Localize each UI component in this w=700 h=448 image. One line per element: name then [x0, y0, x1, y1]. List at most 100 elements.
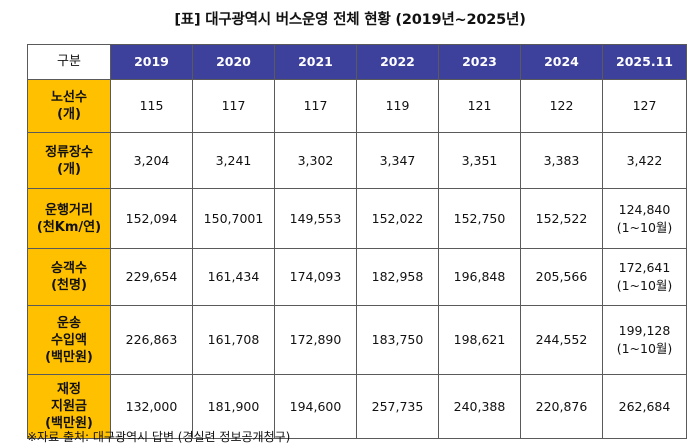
table-cell: 115	[110, 79, 193, 133]
cell-value-line: 199,128	[618, 323, 671, 338]
cell-value-line: 198,621	[453, 332, 506, 347]
table-cell: 240,388	[438, 374, 521, 439]
cell-value-line: 196,848	[453, 269, 506, 284]
cell-value-line: 3,241	[215, 152, 252, 168]
cell-value-line: 262,684	[618, 398, 671, 414]
cell-value-line: 220,876	[535, 398, 588, 414]
corner-header: 구분	[27, 44, 111, 80]
cell-value-line: 240,388	[453, 398, 506, 414]
table-cell: 122	[520, 79, 603, 133]
cell-value-line: 149,553	[289, 210, 342, 226]
year-header: 2022	[356, 44, 439, 80]
table-cell: 3,347	[356, 132, 439, 189]
table-row: 운송 수입액 (백만원) 226,863 161,708 172,890 183,750 19…	[27, 305, 687, 375]
table-cell: 161,708	[192, 305, 275, 375]
table-cell: 199,128 (1~10월)	[602, 305, 687, 375]
cell-value-line: 183,750	[371, 332, 424, 347]
table-cell: 182,958	[356, 248, 439, 306]
cell-value-line: 150,7001	[203, 210, 264, 226]
table-cell: 229,654	[110, 248, 193, 306]
cell-value-line: (1~10월)	[616, 278, 673, 293]
table-cell: 262,684	[602, 374, 687, 439]
year-header: 2024	[520, 44, 603, 80]
cell-value-line: 127	[632, 98, 657, 113]
table-cell: 3,422	[602, 132, 687, 189]
row-header-line: (개)	[57, 161, 81, 177]
row-header-line: (백만원)	[45, 416, 93, 431]
table-cell: 3,383	[520, 132, 603, 189]
cell-value-line: 119	[385, 98, 410, 113]
cell-value-line: 3,383	[543, 152, 580, 168]
table-cell: 3,351	[438, 132, 521, 189]
table-cell: 183,750	[356, 305, 439, 375]
table-cell: 257,735	[356, 374, 439, 439]
table-cell: 119	[356, 79, 439, 133]
row-header-line: 정류장수	[45, 144, 93, 160]
row-header-line: 승객수	[51, 261, 87, 276]
table-cell: 174,093	[274, 248, 357, 306]
year-header: 2019	[110, 44, 193, 80]
table-row: 정류장수 (개) 3,204 3,241 3,302 3,347 3,351 3,383 3,4…	[27, 132, 687, 189]
cell-value-line: 244,552	[535, 332, 588, 347]
row-header-line: (천명)	[51, 278, 87, 293]
cell-value-line: 205,566	[535, 269, 588, 284]
cell-value-line: 257,735	[371, 398, 424, 414]
cell-value-line: 3,347	[379, 152, 416, 168]
table-cell: 127	[602, 79, 687, 133]
row-header-line: (천Km/연)	[36, 219, 102, 235]
cell-value-line: 229,654	[125, 269, 178, 284]
cell-value-line: 226,863	[125, 332, 178, 347]
table-cell: 181,900	[192, 374, 275, 439]
table-cell: 3,302	[274, 132, 357, 189]
cell-value-line: 174,093	[289, 269, 342, 284]
cell-value-line: 117	[303, 98, 328, 113]
cell-value-line: 124,840	[618, 201, 671, 217]
cell-value-line: 152,094	[125, 210, 178, 226]
table-cell: 152,750	[438, 188, 521, 249]
row-header-line: 노선수	[51, 90, 87, 105]
cell-value-line: 161,434	[207, 269, 260, 284]
row-header-line: 재정	[57, 382, 81, 397]
table-row: 운행거리 (천Km/연) 152,094 150,7001 149,553 152,022…	[27, 188, 687, 249]
cell-value-line: 161,708	[207, 332, 260, 347]
table-cell: 150,7001	[192, 188, 275, 249]
row-header: 운송 수입액 (백만원)	[27, 305, 111, 375]
table-cell: 152,094	[110, 188, 193, 249]
cell-value-line: 152,522	[535, 210, 588, 226]
header-row: 구분 2019 2020 2021 2022 2023 2024 2025.11	[27, 44, 687, 80]
table-cell: 3,241	[192, 132, 275, 189]
cell-value-line: 132,000	[125, 398, 178, 414]
table-cell: 117	[274, 79, 357, 133]
year-header: 2025.11	[602, 44, 687, 80]
cell-value-line: 3,351	[461, 152, 498, 168]
row-header: 정류장수 (개)	[27, 132, 111, 189]
table-cell: 124,840 (1~10월)	[602, 188, 687, 249]
row-header-line: 운송	[57, 315, 81, 331]
table-cell: 161,434	[192, 248, 275, 306]
cell-value-line: 182,958	[371, 269, 424, 284]
row-header-line: 지원금	[51, 399, 87, 414]
table-cell: 132,000	[110, 374, 193, 439]
row-header: 노선수 (개)	[27, 79, 111, 133]
cell-value-line: 172,890	[289, 332, 342, 347]
cell-value-line: 117	[221, 98, 246, 113]
row-header-line: (백만원)	[45, 349, 93, 365]
year-header: 2021	[274, 44, 357, 80]
table-cell: 220,876	[520, 374, 603, 439]
cell-value-line: (1~10월)	[616, 219, 673, 235]
table-cell: 117	[192, 79, 275, 133]
table-cell: 149,553	[274, 188, 357, 249]
table-cell: 226,863	[110, 305, 193, 375]
cell-value-line: 194,600	[289, 398, 342, 414]
table-cell: 194,600	[274, 374, 357, 439]
cell-value-line: 122	[549, 98, 574, 113]
bus-operation-table: 구분 2019 2020 2021 2022 2023 2024 2025.11…	[27, 44, 687, 439]
cell-value-line: 3,302	[297, 152, 334, 168]
cell-value-line: 181,900	[207, 398, 260, 414]
table-row: 노선수 (개) 115 117 117 119 121 122 127	[27, 79, 687, 133]
row-header: 승객수 (천명)	[27, 248, 111, 306]
year-header: 2020	[192, 44, 275, 80]
table-cell: 172,890	[274, 305, 357, 375]
cell-value-line: 3,204	[133, 152, 170, 168]
